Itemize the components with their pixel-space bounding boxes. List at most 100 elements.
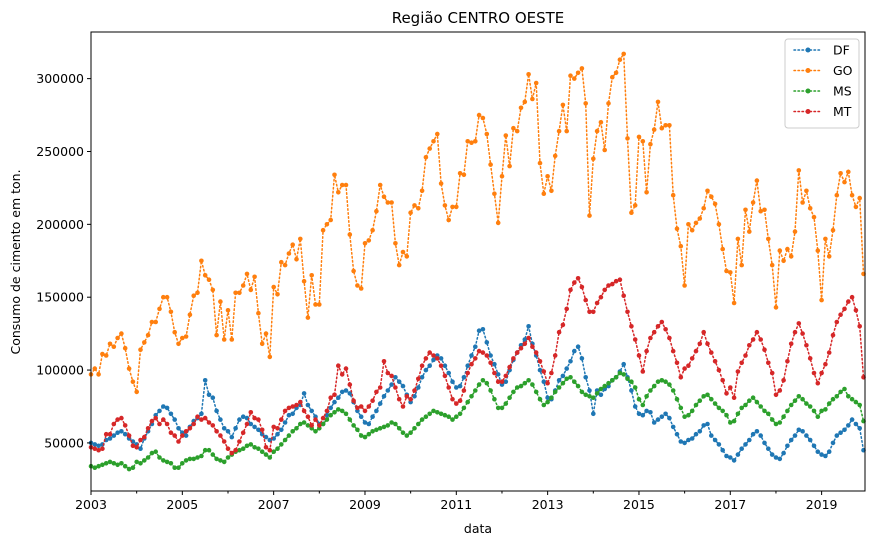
data-point (180, 335, 185, 341)
legend-item-mt: MT (793, 104, 852, 119)
data-point (807, 206, 813, 211)
data-point (385, 388, 391, 393)
data-point (389, 382, 394, 387)
data-point (728, 385, 733, 390)
data-point (526, 378, 531, 383)
data-point (735, 369, 741, 374)
data-point (484, 380, 490, 386)
data-point (153, 449, 158, 455)
data-point (670, 348, 676, 354)
data-point (674, 396, 680, 402)
data-point (442, 363, 448, 369)
data-point (693, 220, 699, 226)
data-point (389, 373, 394, 379)
data-point (773, 392, 779, 398)
data-point (103, 431, 109, 437)
data-point (518, 345, 524, 351)
data-point (183, 458, 189, 463)
data-point (419, 417, 425, 422)
legend-marker (805, 68, 811, 73)
data-point (560, 102, 566, 108)
data-point (225, 308, 231, 313)
data-point (766, 411, 771, 417)
data-point (176, 341, 181, 347)
data-point (351, 268, 356, 274)
data-point (282, 262, 288, 268)
data-point (362, 434, 368, 440)
data-point (815, 248, 821, 253)
data-point (697, 341, 703, 347)
data-point (849, 396, 855, 402)
data-point (374, 427, 379, 433)
data-point (275, 426, 280, 431)
data-point (792, 398, 798, 404)
data-point (252, 445, 257, 450)
data-point (332, 410, 337, 415)
data-point (195, 290, 200, 296)
data-point (830, 227, 836, 233)
data-point (183, 429, 189, 434)
data-point (370, 429, 375, 434)
data-point (522, 380, 528, 386)
data-point (625, 136, 630, 141)
data-point (712, 359, 718, 364)
data-point (659, 378, 665, 383)
data-point (541, 369, 547, 374)
data-point (758, 208, 763, 214)
data-point (419, 188, 425, 194)
data-point (168, 461, 174, 466)
data-point (834, 433, 840, 438)
data-point (164, 294, 170, 300)
data-point (374, 389, 379, 395)
data-point (438, 411, 444, 417)
data-point (853, 421, 859, 427)
legend-item-df: DF (793, 43, 850, 58)
legend-label: MS (833, 84, 852, 99)
data-point (766, 446, 771, 452)
data-point (731, 300, 737, 306)
series-go (88, 51, 866, 395)
data-point (488, 360, 493, 366)
data-point (244, 443, 250, 449)
data-point (237, 439, 242, 444)
data-point (777, 248, 783, 253)
data-point (518, 105, 524, 111)
data-point (568, 375, 573, 380)
data-point (248, 287, 254, 293)
x-tick-label: 2007 (258, 497, 290, 512)
data-point (142, 340, 147, 345)
data-point (450, 204, 455, 210)
data-point (724, 453, 729, 459)
data-point (126, 366, 132, 371)
x-tick-label: 2017 (714, 497, 746, 512)
data-point (366, 404, 372, 409)
data-point (263, 331, 269, 336)
data-point (522, 99, 528, 105)
data-point (552, 389, 558, 395)
data-point (701, 329, 706, 335)
data-point (450, 396, 455, 402)
data-point (130, 439, 136, 444)
data-point (549, 395, 554, 401)
data-point (598, 392, 604, 398)
data-point (712, 201, 718, 207)
data-point (701, 394, 706, 399)
data-point (381, 394, 387, 399)
data-point (161, 417, 166, 422)
data-point (670, 388, 676, 393)
data-point (324, 222, 330, 227)
data-point (324, 417, 330, 422)
data-point (769, 417, 775, 422)
data-point (454, 204, 459, 210)
data-point (400, 249, 406, 255)
data-point (290, 429, 296, 434)
data-point (157, 421, 162, 427)
data-point (621, 293, 626, 299)
data-point (385, 370, 391, 376)
data-point (374, 208, 379, 214)
data-point (92, 446, 98, 452)
data-point (663, 411, 668, 417)
data-point (716, 442, 722, 447)
data-point (613, 278, 619, 284)
